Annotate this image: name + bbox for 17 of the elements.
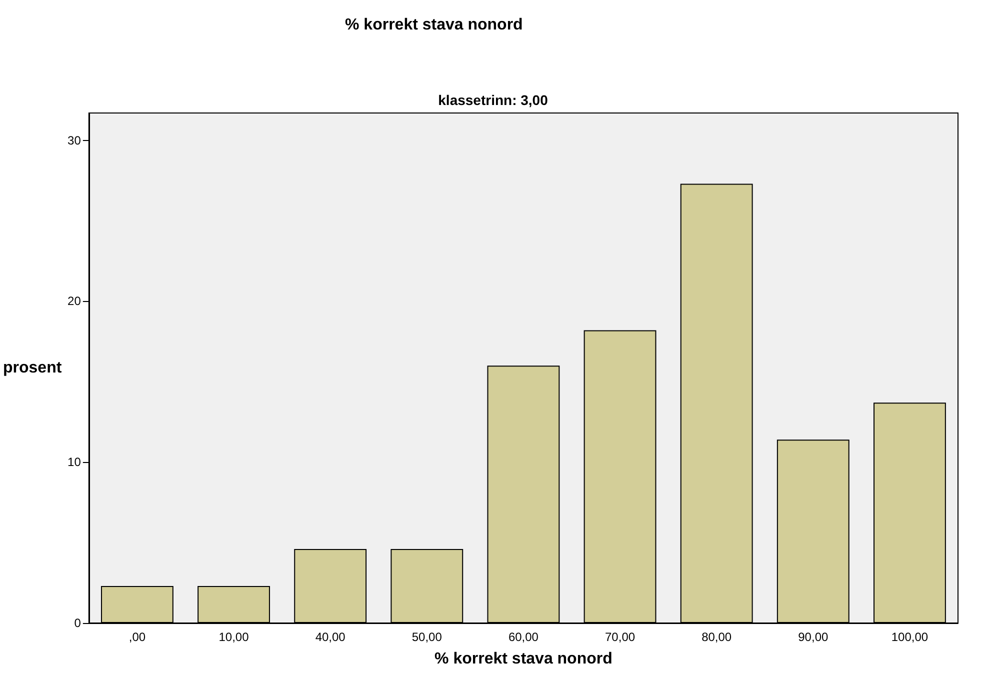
chart-subtitle: klassetrinn: 3,00 bbox=[438, 92, 548, 108]
x-tick-label: 100,00 bbox=[891, 630, 928, 644]
y-tick-label: 20 bbox=[68, 294, 82, 308]
y-tick-label: 0 bbox=[74, 616, 82, 630]
x-tick-label: 70,00 bbox=[605, 630, 636, 644]
x-tick-label: 50,00 bbox=[412, 630, 442, 644]
chart-title: % korrekt stava nonord bbox=[345, 16, 523, 34]
x-axis-title: % korrekt stava nonord bbox=[434, 650, 612, 668]
x-tick-label: 60,00 bbox=[508, 630, 539, 644]
x-tick-label: 80,00 bbox=[702, 630, 732, 644]
y-tick-label: 30 bbox=[68, 133, 82, 148]
y-tick-label: 10 bbox=[68, 455, 82, 470]
x-tick-label: 10,00 bbox=[218, 630, 250, 644]
y-axis-title: prosent bbox=[3, 360, 62, 376]
x-tick-label: ,00 bbox=[128, 630, 146, 644]
x-tick-label: 90,00 bbox=[798, 630, 828, 644]
x-tick-label: 40,00 bbox=[315, 630, 346, 644]
